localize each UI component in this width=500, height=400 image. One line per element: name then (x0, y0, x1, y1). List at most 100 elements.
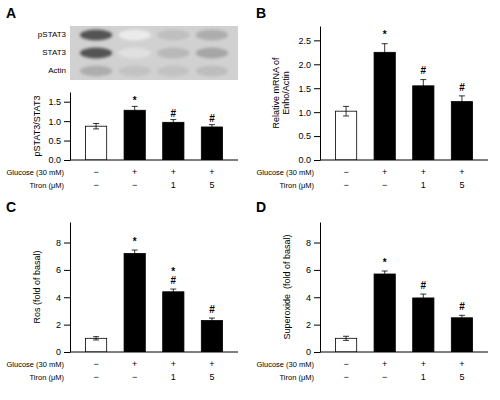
bar (85, 338, 106, 352)
bar (124, 253, 145, 352)
y-tick-mark (314, 88, 320, 89)
y-tick-label: 2.0 (298, 60, 311, 70)
error-bar (384, 271, 385, 277)
category-label: − (343, 167, 348, 177)
category-label: 1 (421, 180, 426, 190)
blot: pSTAT3STAT3Actin (38, 26, 238, 80)
category-label: 1 (171, 180, 176, 190)
y-tick: 2.0 (298, 60, 320, 70)
error-bar (461, 315, 462, 320)
panel-label: D (256, 199, 266, 215)
error-cap (132, 256, 138, 257)
y-tick-mark (314, 112, 320, 113)
y-tick-label: 8 (306, 238, 311, 248)
error-cap (343, 106, 349, 107)
category-label: 5 (459, 180, 464, 190)
y-tick-mark (64, 121, 70, 122)
y-tick-mark (64, 270, 70, 271)
y-axis-label: pSTAT3/STAT3 (32, 96, 42, 157)
category-label: − (93, 359, 98, 369)
y-tick-mark (64, 141, 70, 142)
error-bar (461, 96, 462, 107)
blot-background (70, 26, 238, 80)
y-tick-mark (314, 243, 320, 244)
y-tick-label: 1.5 (298, 84, 311, 94)
error-cap (170, 294, 176, 295)
y-tick: 4 (306, 293, 320, 303)
category-label: + (459, 359, 464, 369)
category-label: 5 (209, 372, 214, 382)
category-label: − (343, 372, 348, 382)
blot-band (118, 48, 150, 59)
x-axis-line (320, 160, 488, 161)
y-tick-label: 4 (306, 293, 311, 303)
error-cap (170, 125, 176, 126)
panel-label: B (256, 5, 266, 21)
marks (335, 271, 472, 352)
error-cap (343, 336, 349, 337)
x-axis-line (70, 160, 238, 161)
y-tick-mark (314, 160, 320, 161)
y-axis: 02468 (56, 223, 71, 358)
category-label: + (171, 359, 176, 369)
x-axis-line (320, 352, 488, 353)
error-cap (420, 301, 426, 302)
category-label: 1 (171, 372, 176, 382)
category-label: + (209, 167, 214, 177)
bar (335, 338, 356, 352)
category-row-name: Tiron (μM) (30, 181, 65, 190)
y-tick-label: 1.0 (48, 117, 61, 127)
category-label: − (382, 372, 387, 382)
y-tick-label: 6 (306, 265, 311, 275)
y-tick: 1.5 (48, 97, 70, 107)
bar (85, 126, 106, 160)
y-tick-mark (314, 270, 320, 271)
bar (413, 298, 434, 352)
y-axis-line (320, 223, 321, 353)
bar (374, 274, 395, 352)
figure: pSTAT3STAT3Actin 0.0 0.5 1.0 1.5 pSTAT3/STAT3… (0, 0, 500, 400)
error-bar (346, 336, 347, 340)
category-label: − (93, 180, 98, 190)
annotation: # (459, 82, 465, 93)
y-tick-label: 4 (56, 293, 61, 303)
category-label: 1 (421, 372, 426, 382)
y-tick-mark (64, 297, 70, 298)
y-tick: 0.0 (298, 155, 320, 165)
y-axis-line (320, 27, 321, 161)
blot-band (196, 66, 228, 77)
y-tick: 4 (56, 293, 70, 303)
error-cap (170, 289, 176, 290)
y-axis-label: Superoxide (fold of basal) (282, 234, 292, 339)
bar (201, 321, 222, 352)
error-bar (134, 250, 135, 257)
category-label: + (459, 167, 464, 177)
marks (85, 250, 222, 352)
y-tick: 0.5 (298, 131, 320, 141)
annotation: # (209, 113, 215, 124)
y-tick-mark (314, 40, 320, 41)
y-tick-label: 6 (56, 265, 61, 275)
error-cap (420, 92, 426, 93)
error-bar (211, 125, 212, 130)
error-cap (209, 129, 215, 130)
annotation: * (133, 236, 137, 247)
y-tick: 1.5 (298, 84, 320, 94)
annotation: * (133, 95, 137, 106)
category-label: − (132, 372, 137, 382)
category-row-name: Glucose (30 mM) (6, 168, 64, 177)
y-axis-label-line: Ros (fold of basal) (32, 250, 42, 323)
blot-band (80, 48, 112, 59)
error-cap (382, 43, 388, 44)
blot-band (157, 66, 189, 77)
bar (163, 292, 184, 352)
y-tick: 0.5 (48, 136, 70, 146)
y-tick-label: 0.0 (298, 155, 311, 165)
bar (124, 110, 145, 160)
error-bar (173, 289, 174, 294)
blot-band (157, 48, 189, 59)
y-tick-label: 2.5 (298, 36, 311, 46)
y-tick-label: 0.0 (48, 155, 61, 165)
y-tick-mark (314, 136, 320, 137)
category-label: 5 (209, 180, 214, 190)
